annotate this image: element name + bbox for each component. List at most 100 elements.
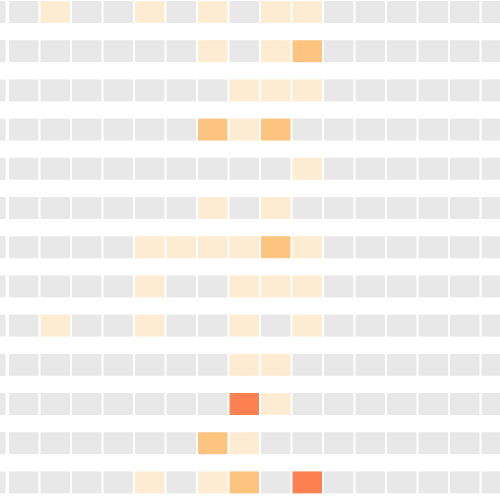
heatmap-cell [324, 40, 354, 63]
heatmap-cell [40, 1, 70, 23]
heatmap-cell-edge [0, 197, 6, 219]
heatmap-cell [9, 353, 39, 376]
heatmap-cell [166, 471, 196, 494]
heatmap-cell-edge [0, 393, 6, 415]
heatmap-cell-edge [0, 353, 6, 376]
heatmap-cell [198, 275, 228, 298]
heatmap-cell [166, 79, 196, 102]
heatmap-cell [72, 197, 102, 219]
heatmap-cell [450, 393, 480, 415]
heatmap-cell [481, 118, 500, 141]
heatmap-cell [387, 118, 417, 141]
heatmap-cell-edge [0, 236, 6, 259]
heatmap-cell [9, 432, 39, 455]
heatmap-cell [135, 118, 165, 141]
heatmap-cell [40, 197, 70, 219]
heatmap-cell [229, 79, 259, 102]
heatmap-cell [135, 275, 165, 298]
heatmap-cell [355, 353, 385, 376]
heatmap-cell [9, 275, 39, 298]
heatmap-cell [9, 1, 39, 23]
heatmap-cell [418, 157, 448, 180]
heatmap-cell [481, 40, 500, 63]
heatmap-cell [418, 40, 448, 63]
heatmap-cell [72, 40, 102, 63]
heatmap-cell [9, 40, 39, 63]
heatmap-cell [450, 353, 480, 376]
heatmap-cell [9, 236, 39, 259]
heatmap-cell [355, 314, 385, 337]
heatmap-cell [387, 236, 417, 259]
heatmap-cell [355, 197, 385, 219]
heatmap-cell [103, 236, 133, 259]
heatmap-cell-edge [0, 157, 6, 180]
heatmap-cell [72, 118, 102, 141]
heatmap-cell [481, 79, 500, 102]
heatmap-cell [198, 79, 228, 102]
heatmap-cell [166, 118, 196, 141]
heatmap-cell [135, 79, 165, 102]
heatmap-cell [450, 1, 480, 23]
heatmap-cell [292, 471, 322, 494]
heatmap-cell [355, 275, 385, 298]
heatmap-cell [40, 393, 70, 415]
heatmap-cell [324, 393, 354, 415]
heatmap-cell [324, 1, 354, 23]
heatmap-cell [135, 471, 165, 494]
heatmap-cell [135, 314, 165, 337]
heatmap-cell [355, 236, 385, 259]
heatmap-cell [72, 393, 102, 415]
heatmap-cell [450, 79, 480, 102]
heatmap-cell [229, 236, 259, 259]
heatmap-cell [418, 314, 448, 337]
heatmap-cell [418, 236, 448, 259]
heatmap-cell [135, 40, 165, 63]
heatmap-cell [229, 157, 259, 180]
heatmap-cell [450, 40, 480, 63]
heatmap-cell [481, 1, 500, 23]
heatmap-cell [103, 432, 133, 455]
heatmap-cell [40, 157, 70, 180]
heatmap-cell [198, 393, 228, 415]
heatmap-cell [355, 157, 385, 180]
heatmap-cell [355, 40, 385, 63]
heatmap-cell [72, 79, 102, 102]
heatmap-cell [292, 432, 322, 455]
heatmap-cell [229, 393, 259, 415]
heatmap-cell [72, 432, 102, 455]
heatmap-cell [103, 157, 133, 180]
heatmap-cell [261, 432, 291, 455]
heatmap-cell [418, 1, 448, 23]
heatmap-cell [198, 353, 228, 376]
heatmap-cell [324, 236, 354, 259]
heatmap-cell [261, 393, 291, 415]
heatmap-cell [292, 157, 322, 180]
heatmap-cell [292, 314, 322, 337]
heatmap-cell [481, 314, 500, 337]
heatmap-cell [481, 471, 500, 494]
heatmap-cell [261, 275, 291, 298]
heatmap-cell [387, 79, 417, 102]
heatmap-cell [324, 118, 354, 141]
heatmap-cell [40, 118, 70, 141]
heatmap-cell [166, 40, 196, 63]
heatmap-cell [418, 79, 448, 102]
heatmap-cell [103, 1, 133, 23]
heatmap-cell [198, 118, 228, 141]
heatmap-cell [166, 197, 196, 219]
heatmap-cell [40, 353, 70, 376]
heatmap-cell [9, 197, 39, 219]
heatmap-cell [324, 157, 354, 180]
heatmap-cell [72, 275, 102, 298]
heatmap-cell [40, 236, 70, 259]
heatmap-cell [324, 471, 354, 494]
heatmap-cell [9, 471, 39, 494]
heatmap-cell [40, 314, 70, 337]
heatmap-cell [292, 1, 322, 23]
heatmap-cell [261, 79, 291, 102]
heatmap-cell [9, 314, 39, 337]
heatmap-cell [166, 393, 196, 415]
heatmap-cell [135, 1, 165, 23]
heatmap-cell [387, 275, 417, 298]
heatmap-cell [103, 40, 133, 63]
